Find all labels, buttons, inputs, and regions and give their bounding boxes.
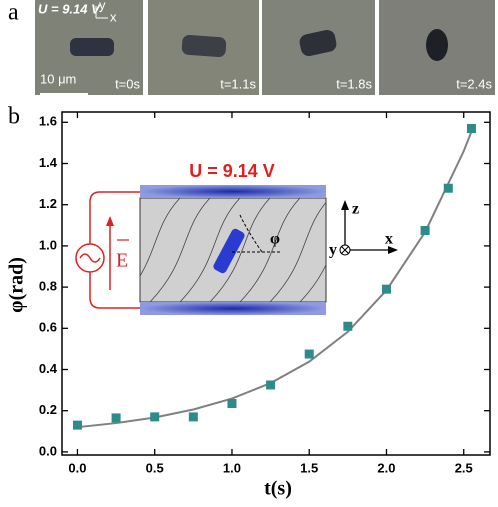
inset-diagram [75,185,398,315]
plot-frame [61,111,491,456]
nanorod [213,228,245,274]
frame-time: t=2.4s [456,76,492,91]
data-point [381,284,391,294]
axis-label: y [99,0,106,12]
panel-label: a [8,0,19,26]
data-point [227,398,237,408]
rod-axis [239,214,263,253]
rod [426,29,448,61]
y-tick-label: 1.6 [39,114,57,129]
frame-time: t=1.1s [220,76,256,91]
x-tick-label: 0.0 [68,460,86,475]
arrow-head [388,246,398,254]
axis-label: x [110,9,117,24]
axis-label: z [352,201,359,218]
scale-label: 10 μm [40,71,76,86]
micrographs [35,0,495,95]
x-tick-label: 1.5 [300,460,318,475]
data-point [266,380,276,390]
field-label: E [116,250,128,272]
inset-voltage: U = 9.14 V [189,161,275,181]
rod [70,38,114,56]
x-tick-label: 2.5 [455,460,473,475]
y-tick-label: 0.4 [39,361,58,376]
data-point [111,413,121,423]
y-axis-cross [341,246,349,254]
x-tick-label: 2.0 [377,460,395,475]
voltage-label: U = 9.14 V [38,1,101,16]
angle-label: φ [270,231,280,248]
rod [299,29,337,57]
fit-curve [77,131,473,429]
y-tick-label: 1.0 [39,237,57,252]
ac-symbol [79,253,101,263]
arrow-head [341,200,349,210]
data-point [72,420,82,430]
y-tick-label: 0.0 [39,443,57,458]
y-axis-title: φ(rad) [6,257,28,313]
helix-lines [140,198,326,302]
rod [181,34,227,58]
y-tick-label: 0.6 [39,320,57,335]
data-point [343,321,353,331]
x-axis-title: t(s) [264,478,292,500]
data-point [443,183,453,193]
x-tick-label: 0.5 [146,460,164,475]
data-point [420,225,430,235]
y-tick-label: 0.8 [39,279,57,294]
data-point [188,412,198,422]
panel-label: b [8,104,20,130]
frame-time: t=0s [115,76,140,91]
electrode [140,185,326,198]
y-tick-label: 1.2 [39,196,57,211]
y-tick-label: 0.2 [39,402,57,417]
x-tick-label: 1.0 [223,460,241,475]
data-point [150,412,160,422]
field-arrow-head [106,216,114,226]
y-tick-label: 1.4 [39,155,58,170]
electrode [140,302,326,315]
data-point [466,123,476,133]
axis-label: y [329,242,337,259]
frame-time: t=1.8s [336,76,372,91]
axis-label: x [385,231,393,248]
data-point [304,349,314,359]
